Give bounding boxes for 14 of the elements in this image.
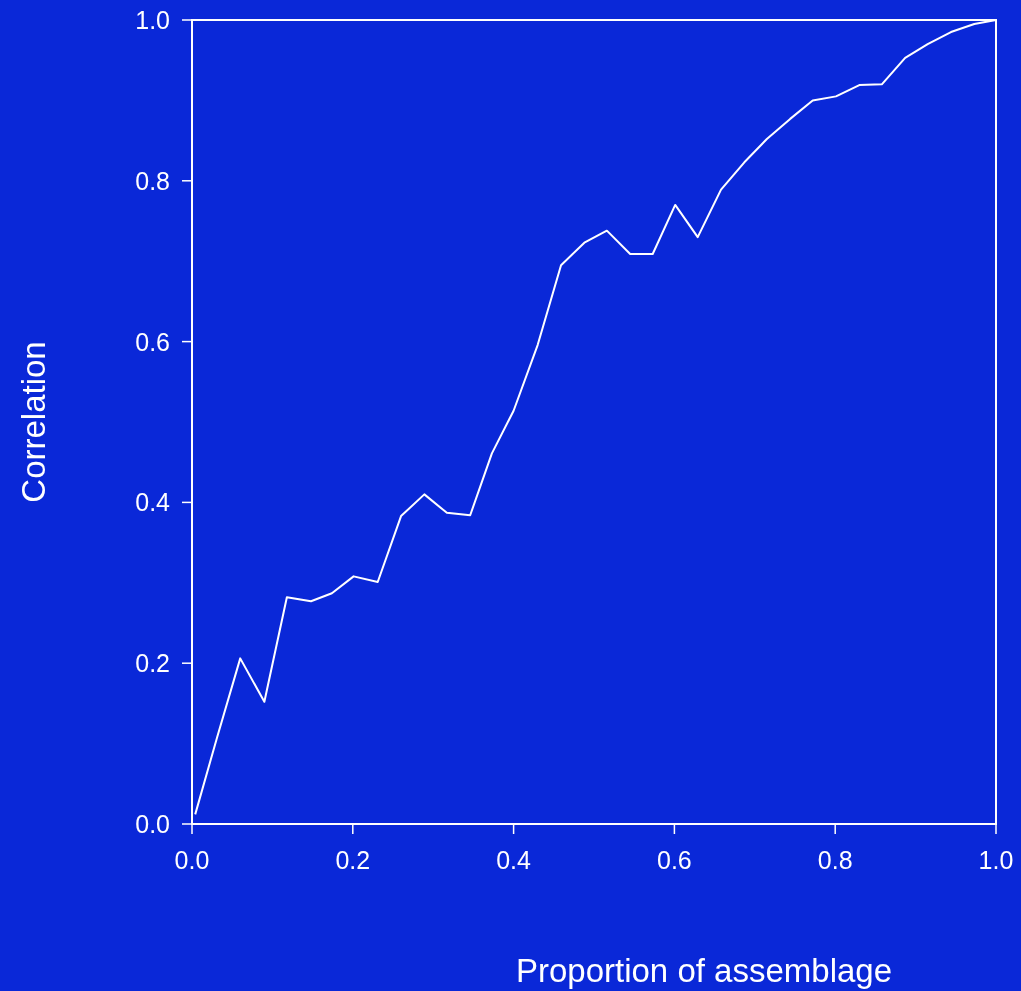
- x-tick-label: 0.0: [174, 846, 210, 874]
- y-tick-label: 0.4: [135, 488, 171, 517]
- y-tick-label: 1.0: [135, 6, 170, 34]
- x-tick-label: 0.2: [335, 846, 371, 874]
- y-tick-label: 0.2: [135, 649, 170, 678]
- y-axis-title: Correlation: [15, 341, 52, 503]
- x-tick-label: 0.8: [817, 846, 853, 874]
- x-axis-title: Proportion of assemblage: [515, 952, 893, 989]
- y-tick-label: 0.0: [135, 810, 170, 838]
- y-tick-label: 0.8: [135, 166, 170, 195]
- x-tick-label: 1.0: [978, 846, 1014, 874]
- x-tick-label: 0.6: [657, 846, 692, 874]
- x-tick-label: 0.4: [496, 846, 532, 874]
- y-tick-label: 0.6: [135, 327, 170, 356]
